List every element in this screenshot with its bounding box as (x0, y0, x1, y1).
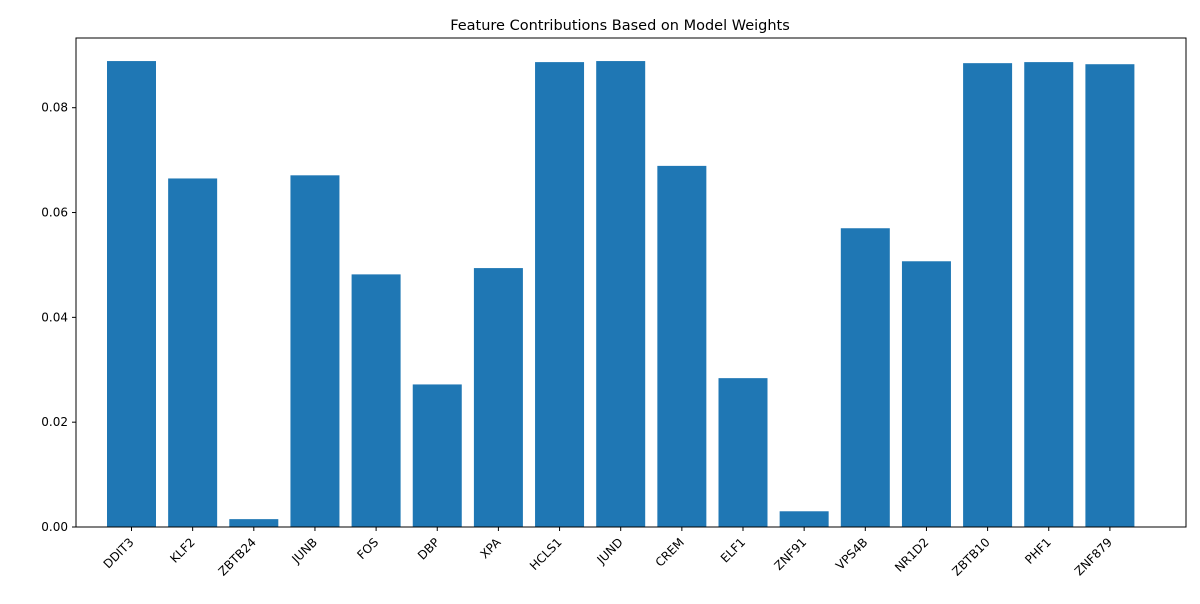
bar-xpa (473, 268, 523, 527)
x-tick-label: ELF1 (718, 535, 748, 565)
x-tick-label: FOS (354, 535, 381, 562)
bar-ddit3 (107, 61, 156, 528)
y-tick-label: 0.00 (41, 520, 68, 534)
bar-hcls1 (535, 62, 585, 528)
bar-znf91 (779, 511, 829, 527)
x-tick-label: PHF1 (1022, 535, 1054, 567)
bar-crem (657, 165, 707, 527)
y-tick-label: 0.04 (41, 310, 68, 324)
bar-phf1 (1024, 62, 1074, 528)
x-tick-label: ZNF879 (1072, 535, 1115, 578)
x-tick-label: DDIT3 (101, 535, 137, 571)
bar-fos (351, 274, 401, 527)
x-tick-label: CREM (653, 535, 687, 569)
x-axis: DDIT3 KLF2 ZBTB24 JUNB FOS DBP XPA HCLS1 JUND CRE… (101, 527, 1115, 579)
y-tick-label: 0.08 (41, 101, 68, 115)
bar-zbtb24 (229, 519, 279, 527)
x-tick-label: HCLS1 (527, 535, 565, 573)
x-tick-label: ZBTB10 (949, 535, 992, 578)
bar-zbtb10 (963, 63, 1013, 527)
bar-nr1d2 (901, 261, 951, 527)
bar-dbp (412, 384, 462, 527)
chart-title: Feature Contributions Based on Model Wei… (450, 18, 790, 34)
bar-jund (596, 61, 646, 528)
x-tick-label: ZBTB24 (216, 535, 259, 578)
bars-layer (107, 61, 1135, 528)
y-tick-label: 0.02 (41, 415, 68, 429)
x-tick-label: JUNB (289, 535, 320, 566)
bar-elf1 (718, 378, 768, 527)
bar-vps4b (840, 228, 890, 527)
y-tick-label: 0.06 (41, 206, 68, 220)
x-tick-label: ZNF91 (772, 535, 810, 573)
x-tick-label: JUND (594, 535, 626, 567)
x-tick-label: DBP (415, 535, 442, 562)
x-tick-label: VPS4B (833, 535, 870, 572)
plot-frame (75, 37, 1187, 528)
x-tick-label: KLF2 (167, 535, 197, 565)
bar-junb (290, 175, 340, 527)
bar-znf879 (1085, 64, 1135, 528)
x-tick-label: NR1D2 (892, 535, 931, 574)
x-tick-label: XPA (477, 535, 504, 562)
y-axis: 0.00 0.02 0.04 0.06 0.08 (41, 101, 76, 534)
bar-klf2 (168, 178, 218, 527)
